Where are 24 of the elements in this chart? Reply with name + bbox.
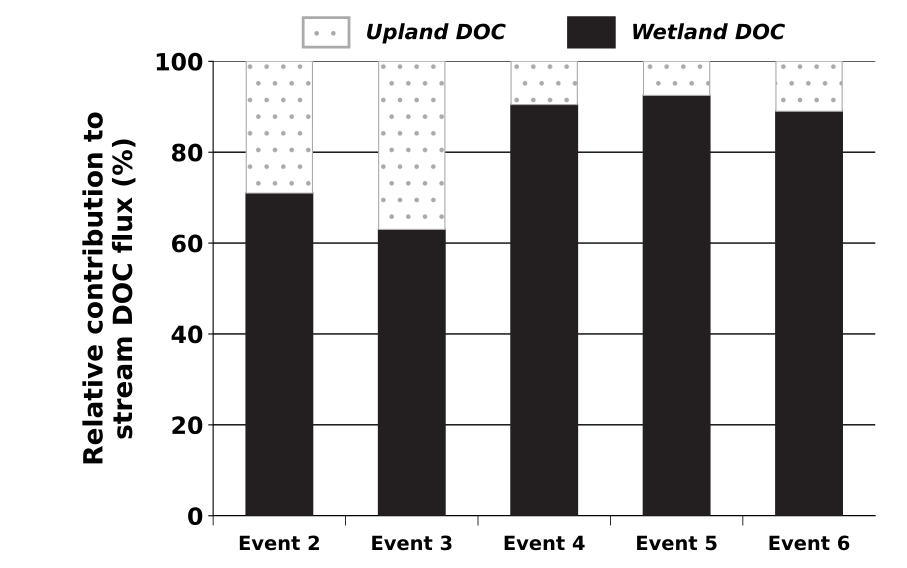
bar — [775, 110, 843, 516]
y-tick-label: 40 — [172, 325, 202, 344]
x-tick-label: Event 2 — [240, 536, 319, 550]
y-tick-label: 0 — [188, 507, 202, 526]
bar — [775, 61, 843, 112]
y-tick-label: 20 — [172, 416, 202, 434]
legend-label: Upland DOC — [367, 23, 506, 44]
y-tick-label: 100 — [156, 52, 202, 71]
x-tick-label: Event 4 — [504, 536, 585, 550]
bar — [510, 61, 578, 106]
bar — [378, 228, 446, 516]
bar — [378, 61, 446, 230]
x-tick-label: Event 3 — [372, 536, 452, 550]
bar — [510, 104, 578, 516]
bar — [642, 94, 711, 516]
bar — [245, 192, 314, 516]
y-axis-title: Relative contribution to stream DOC flux (%) — [82, 112, 136, 464]
y-tick-label: 80 — [172, 144, 202, 162]
x-tick-label: Event 6 — [770, 536, 850, 550]
bar — [246, 61, 314, 194]
legend-label: Wetland DOC — [633, 23, 786, 40]
bar — [642, 61, 710, 96]
y-tick-label: 60 — [172, 234, 202, 252]
x-tick-label: Event 5 — [637, 536, 717, 550]
